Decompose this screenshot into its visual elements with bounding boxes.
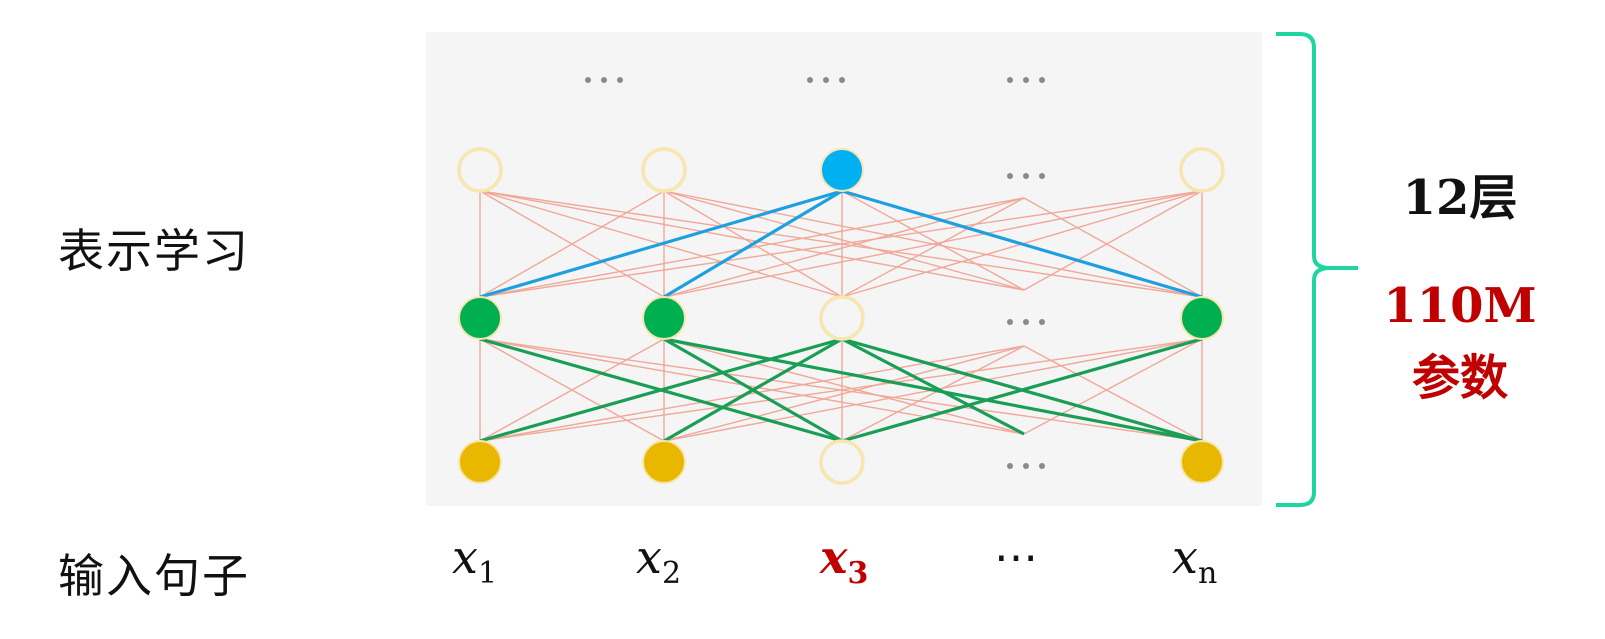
representation-learning-label: 表示学习 — [58, 224, 250, 278]
token-base: x — [1172, 530, 1198, 584]
lower-layer-edge — [479, 345, 1025, 442]
lower-layer-edge — [1023, 338, 1203, 435]
lower-layer-edge — [663, 345, 1025, 442]
right-brace-bracket — [1276, 32, 1358, 507]
upper-layer-edge — [479, 190, 665, 298]
ellipsis-dots — [585, 77, 1045, 469]
ellipsis-dot — [1039, 77, 1045, 83]
empty-node-bot — [819, 439, 865, 485]
token-base: x — [820, 530, 848, 584]
token-subscript: n — [1197, 556, 1218, 591]
lower-layer-edge — [841, 345, 1025, 442]
token-subscript: 3 — [847, 556, 869, 591]
ellipsis-dot — [839, 77, 845, 83]
input-sentence-label: 输入句子 — [58, 549, 250, 603]
upper-layer-edge — [479, 197, 1025, 298]
upper-layer-edge — [1023, 190, 1203, 291]
filled-node-mid — [458, 296, 502, 340]
input-token-x3: x3 — [820, 530, 868, 591]
upper-layer-edge — [841, 190, 1025, 291]
input-token-xn: xn — [1172, 530, 1217, 591]
upper-layer-edge — [1023, 197, 1203, 298]
empty-node-top — [641, 147, 687, 193]
blue-edge — [663, 189, 843, 299]
input-token-ellipsis: ⋯ — [994, 532, 1038, 583]
lower-layer-edge — [479, 338, 1203, 442]
ellipsis-dot — [1039, 463, 1045, 469]
green-edge — [663, 337, 843, 443]
filled-node-top — [820, 148, 864, 192]
param-label: 参数 — [1411, 350, 1508, 406]
empty-node-top — [457, 147, 503, 193]
green-edge — [479, 337, 843, 443]
upper-layer-edge — [841, 197, 1025, 298]
green-edge — [663, 337, 1203, 443]
lower-layer-edge — [1023, 345, 1203, 442]
ellipsis-dot — [1039, 319, 1045, 325]
upper-layer-edge — [663, 190, 1025, 291]
blue-edge — [479, 189, 843, 299]
lower-layer-edge — [663, 338, 1025, 435]
ellipsis-dot — [1007, 319, 1013, 325]
lower-layer-edge — [479, 338, 1025, 435]
ellipsis-dot — [1007, 173, 1013, 179]
filled-node-bot — [642, 440, 686, 484]
filled-node-mid — [642, 296, 686, 340]
token-subscript: 2 — [661, 556, 682, 591]
ellipsis-dot — [617, 77, 623, 83]
param-count: 110M — [1383, 278, 1537, 334]
ellipsis-dot — [1007, 463, 1013, 469]
blue-edge — [841, 189, 1203, 299]
upper-layer-edge — [479, 190, 1203, 298]
green-edge — [841, 337, 1203, 443]
ellipsis-dot — [823, 77, 829, 83]
filled-node-mid — [1180, 296, 1224, 340]
ellipsis-dot — [601, 77, 607, 83]
ellipsis-dot — [1023, 173, 1029, 179]
token-base: x — [452, 530, 478, 584]
neuron-nodes — [457, 147, 1225, 485]
upper-layer-edge — [479, 190, 1025, 291]
panel-background — [426, 32, 1262, 506]
ellipsis-dot — [1023, 319, 1029, 325]
input-token-x1: x1 — [452, 530, 497, 591]
layer-count: 12层 — [1402, 170, 1518, 226]
ellipsis-dot — [585, 77, 591, 83]
green-edge — [841, 337, 1025, 436]
lower-layer-edge — [479, 338, 665, 442]
ellipsis-dot — [1007, 77, 1013, 83]
upper-layer-edge — [663, 197, 1025, 298]
filled-node-bot — [458, 440, 502, 484]
ellipsis-dot — [1023, 77, 1029, 83]
highlighted-connections — [479, 189, 1203, 443]
empty-node-mid — [819, 295, 865, 341]
ellipsis-dot — [1023, 463, 1029, 469]
ellipsis-dot — [1039, 173, 1045, 179]
ellipsis-dot — [807, 77, 813, 83]
token-subscript: 1 — [477, 556, 498, 591]
empty-node-top — [1179, 147, 1225, 193]
upper-layer-edge — [663, 190, 1203, 298]
filled-node-bot — [1180, 440, 1224, 484]
input-token-x2: x2 — [636, 530, 681, 591]
token-base: x — [636, 530, 662, 584]
